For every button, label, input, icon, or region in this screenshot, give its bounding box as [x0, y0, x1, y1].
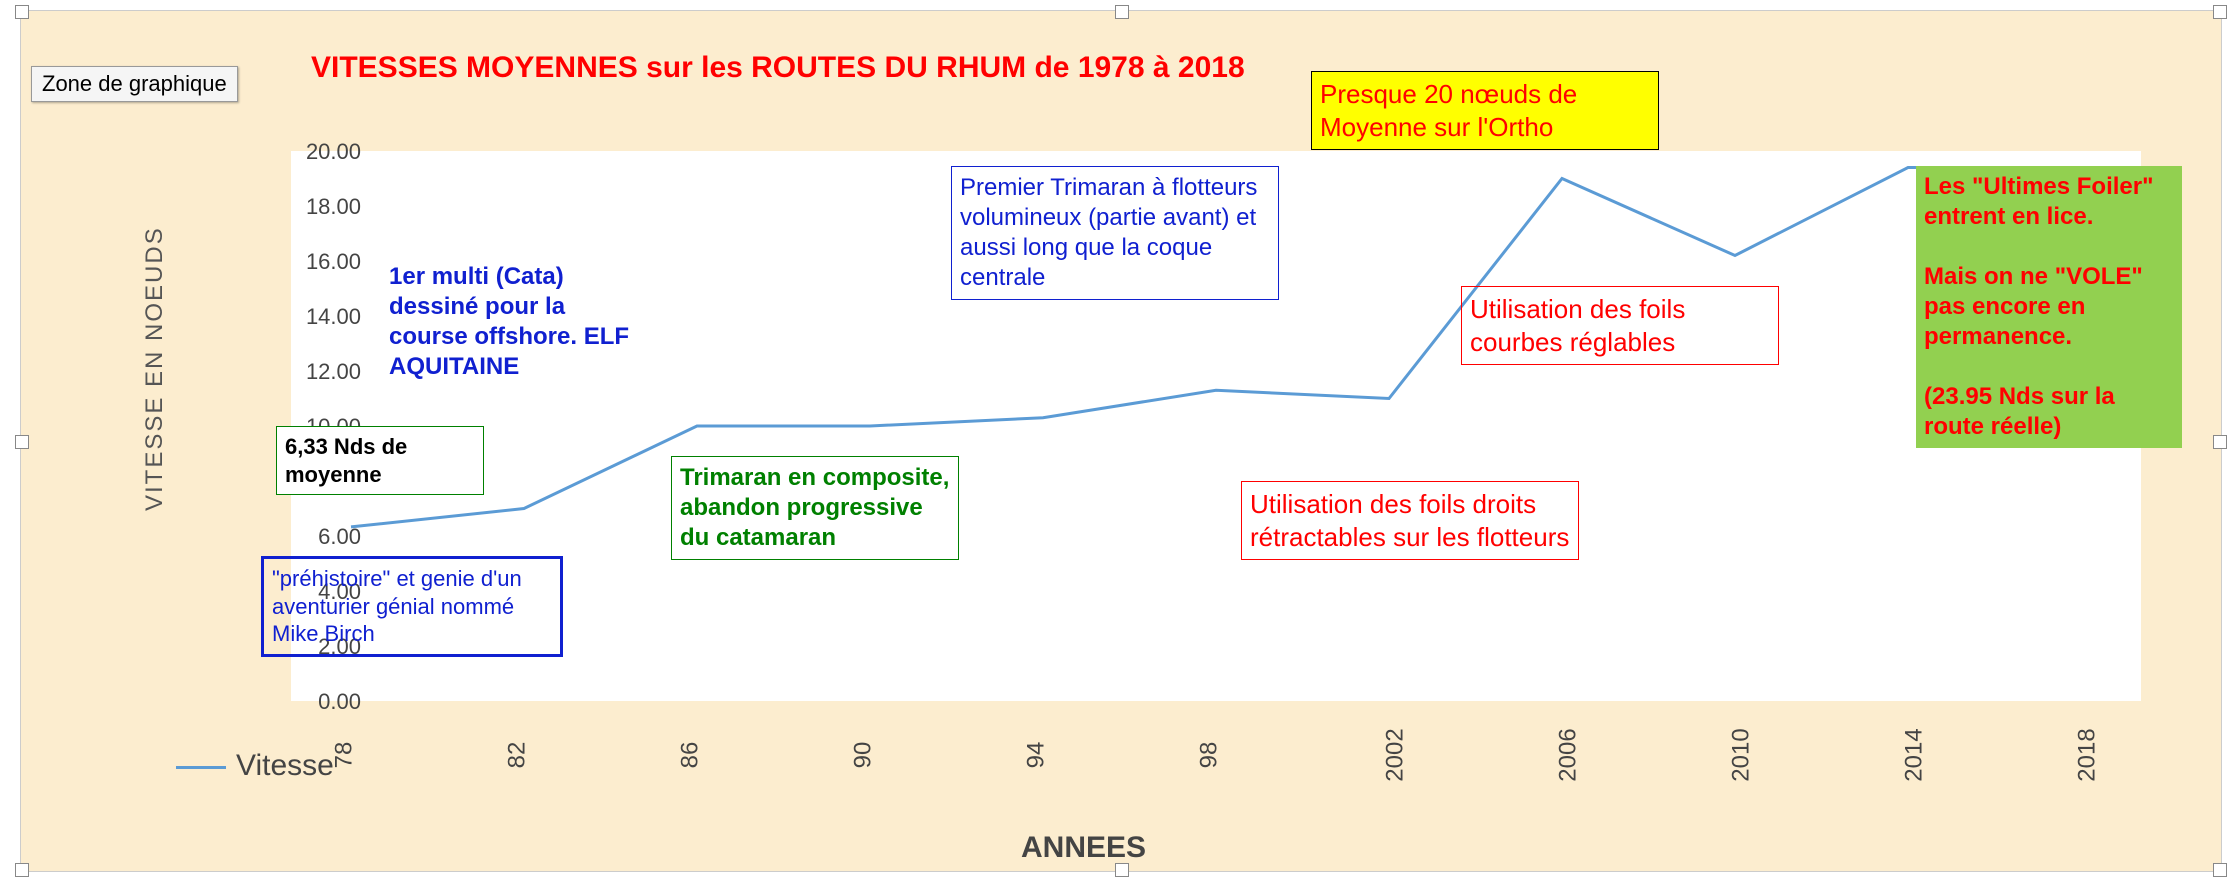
y-tick: 18.00 [281, 194, 361, 220]
x-tick: 78 [330, 742, 358, 769]
y-tick: 14.00 [281, 304, 361, 330]
callout[interactable]: Presque 20 nœuds de Moyenne sur l'Ortho [1311, 71, 1659, 150]
chart-title: VITESSES MOYENNES sur les ROUTES DU RHUM… [311, 51, 1245, 85]
legend-line [176, 766, 226, 769]
selection-handle[interactable] [1115, 5, 1129, 19]
selection-handle[interactable] [15, 435, 29, 449]
zone-graphique-button[interactable]: Zone de graphique [31, 66, 238, 102]
callout[interactable]: Les "Ultimes Foiler" entrent en lice. Ma… [1916, 166, 2182, 448]
selection-handle[interactable] [15, 5, 29, 19]
x-tick: 82 [503, 742, 531, 769]
x-tick: 2010 [1728, 728, 1756, 781]
x-tick: 94 [1022, 742, 1050, 769]
selection-handle[interactable] [2213, 435, 2227, 449]
selection-handle[interactable] [15, 863, 29, 877]
y-tick: 20.00 [281, 139, 361, 165]
x-tick: 86 [676, 742, 704, 769]
x-tick: 2014 [1901, 728, 1929, 781]
x-tick: 2018 [2074, 728, 2102, 781]
chart-container: Zone de graphique VITESSES MOYENNES sur … [0, 0, 2240, 882]
selection-handle[interactable] [1115, 863, 1129, 877]
callout[interactable]: "préhistoire" et genie d'un aventurier g… [261, 556, 563, 657]
selection-handle[interactable] [2213, 863, 2227, 877]
callout[interactable]: 6,33 Nds de moyenne [276, 426, 484, 495]
callout[interactable]: Trimaran en composite, abandon progressi… [671, 456, 959, 560]
legend-text: Vitesse [236, 749, 334, 783]
callout[interactable]: 1er multi (Cata) dessiné pour la course … [381, 256, 657, 388]
x-axis-label: ANNEES [1021, 831, 1146, 865]
x-tick: 2006 [1555, 728, 1583, 781]
y-tick: 0.00 [281, 689, 361, 715]
callout[interactable]: Utilisation des foils droits rétractable… [1241, 481, 1579, 560]
y-tick: 16.00 [281, 249, 361, 275]
callout[interactable]: Premier Trimaran à flotteurs volumineux … [951, 166, 1279, 300]
callout[interactable]: Utilisation des foils courbes réglables [1461, 286, 1779, 365]
x-tick: 2002 [1382, 728, 1410, 781]
selection-handle[interactable] [2213, 5, 2227, 19]
y-tick: 12.00 [281, 359, 361, 385]
chart-area[interactable]: Zone de graphique VITESSES MOYENNES sur … [20, 10, 2222, 872]
x-tick: 98 [1195, 742, 1223, 769]
y-axis-label: VITESSE EN NOEUDS [141, 226, 169, 511]
x-tick: 90 [849, 742, 877, 769]
y-tick: 6.00 [281, 524, 361, 550]
